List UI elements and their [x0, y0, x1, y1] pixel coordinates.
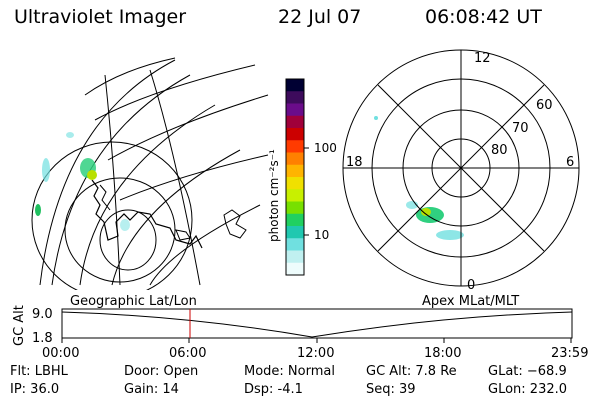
geographic-map	[31, 57, 269, 290]
colorbar-stripe	[286, 79, 304, 92]
xtick-1800: 18:00	[424, 346, 461, 361]
colorbar-stripe	[286, 128, 304, 141]
colorbar-stripe	[286, 164, 304, 178]
xtick-0600: 06:00	[169, 346, 206, 361]
info-seq: Seq: 39	[366, 382, 416, 397]
colorbar-units: photon cm⁻²s⁻¹	[267, 149, 281, 242]
ytick-9: 9.0	[32, 307, 53, 322]
color-bar: 100 10 photon cm⁻²s⁻¹	[267, 78, 337, 276]
info-mode: Mode: Normal	[244, 364, 335, 379]
colorbar-stripe	[286, 115, 304, 129]
mlt-label-18: 18	[346, 155, 363, 170]
colorbar-stripe	[286, 103, 304, 117]
mlt-label-6: 6	[566, 155, 574, 170]
instrument-title: Ultraviolet Imager	[14, 6, 187, 28]
mlt-label-0: 0	[467, 278, 475, 293]
colorbar-stripe	[286, 91, 304, 104]
colorbar-stripe	[286, 250, 304, 264]
colorbar-tick-10: 10	[314, 228, 329, 242]
colorbar-stripe	[286, 189, 304, 202]
colorbar-stripe	[286, 140, 304, 153]
mlt-label-12: 12	[474, 51, 491, 66]
date-label: 22 Jul 07	[278, 6, 362, 28]
timeline-yaxis-title: GC Alt	[12, 305, 27, 346]
info-door: Door: Open	[124, 364, 198, 379]
polar-plot: 12 18 6 0 60 70 80	[342, 49, 580, 293]
info-flt: Flt: LBHL	[10, 364, 69, 379]
colorbar-stripe	[286, 213, 304, 227]
info-footer: Flt: LBHL IP: 36.0 Door: Open Gain: 14 M…	[10, 364, 567, 397]
info-glat: GLat: −68.9	[488, 364, 567, 379]
info-glon: GLon: 232.0	[488, 382, 567, 397]
lat-label-80: 80	[491, 143, 508, 158]
lat-label-70: 70	[512, 121, 529, 136]
xtick-1200: 12:00	[297, 346, 334, 361]
timeline-right-label: Apex MLat/MLT	[422, 294, 519, 309]
lat-label-60: 60	[536, 98, 553, 113]
time-label: 06:08:42 UT	[425, 6, 542, 28]
info-gcalt: GC Alt: 7.8 Re	[366, 364, 457, 379]
info-dsp: Dsp: -4.1	[244, 382, 303, 397]
colorbar-stripe	[286, 262, 304, 276]
timeline-left-label: Geographic Lat/Lon	[70, 294, 197, 309]
colorbar-tick-100: 100	[314, 141, 337, 155]
info-ip: IP: 36.0	[10, 382, 59, 397]
colorbar-stripe	[286, 238, 304, 251]
colorbar-stripe	[286, 201, 304, 215]
colorbar-stripe	[286, 152, 304, 166]
xtick-0000: 00:00	[42, 346, 79, 361]
colorbar-stripe	[286, 226, 304, 239]
info-gain: Gain: 14	[124, 382, 179, 397]
orbit-timeline: Geographic Lat/Lon Apex MLat/MLT GC Alt …	[12, 294, 588, 361]
colorbar-stripe	[286, 177, 304, 190]
ytick-1.8: 1.8	[32, 331, 53, 346]
xtick-2359: 23:59	[551, 346, 588, 361]
